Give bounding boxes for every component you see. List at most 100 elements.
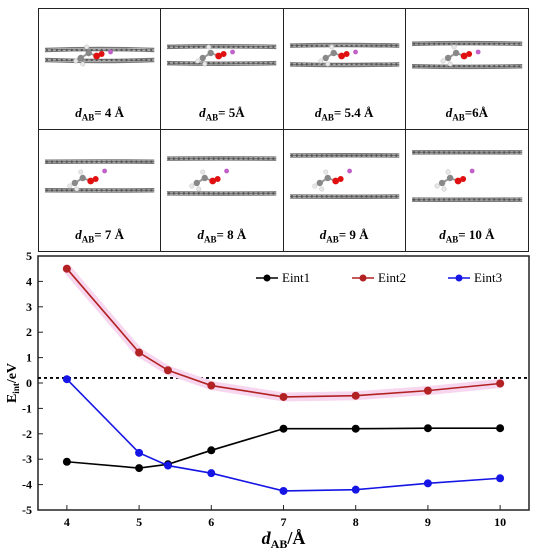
caption-value: = 5Å — [218, 105, 245, 121]
graphene-layer — [289, 42, 399, 48]
graphene-bilayer-sketch — [44, 159, 155, 193]
structure-panel: dAB= 5.4 Å — [283, 9, 406, 130]
data-point — [135, 348, 144, 357]
caption-value: = 7 Å — [94, 227, 125, 243]
structure-panel: dAB= 7 Å — [39, 130, 162, 251]
legend-label: Eint3 — [474, 270, 502, 285]
molecule — [311, 168, 352, 192]
separation-caption: dAB= 5.4 Å — [284, 105, 405, 123]
graphene-bilayer-sketch — [289, 42, 399, 68]
molecule — [434, 168, 475, 192]
y-tick-label: 2 — [26, 325, 32, 339]
y-tick-label: -1 — [22, 401, 32, 415]
caption-value: = 8 Å — [216, 227, 247, 243]
data-point — [163, 366, 172, 375]
graphene-layer — [167, 60, 277, 66]
graphene-layer — [44, 159, 155, 164]
graphene-bilayer-sketch — [167, 156, 277, 196]
caption-subscript: AB — [321, 113, 334, 123]
x-axis-label: dAB/Å — [262, 528, 306, 550]
molecule — [440, 44, 481, 67]
data-point — [496, 424, 505, 433]
caption-variable: d — [199, 105, 206, 121]
graphene-bilayer-sketch — [167, 44, 277, 67]
data-point — [207, 446, 216, 455]
y-tick-label: 5 — [26, 249, 32, 263]
graphene-layer — [167, 156, 277, 161]
structure-panel: dAB= 10 Å — [405, 130, 528, 251]
caption-subscript: AB — [81, 235, 95, 245]
data-point — [207, 381, 216, 390]
data-point — [62, 375, 71, 384]
structure-panel: dAB= 9 Å — [283, 130, 406, 251]
graphene-layer — [44, 46, 155, 53]
molecule — [73, 44, 113, 67]
molecule — [67, 168, 107, 192]
y-tick-label: -2 — [22, 427, 32, 441]
caption-variable: d — [75, 227, 82, 243]
y-tick-label: -5 — [22, 503, 32, 517]
data-point — [351, 485, 360, 494]
data-point — [279, 424, 288, 433]
caption-variable: d — [439, 227, 446, 243]
separation-caption: dAB=6Å — [406, 105, 528, 123]
molecule — [317, 44, 358, 67]
separation-caption: dAB= 9 Å — [284, 227, 405, 245]
graphene-layer — [167, 191, 277, 196]
graphene-layer — [411, 149, 522, 155]
y-axis-label: Eint/eV — [5, 363, 21, 403]
legend-label: Eint2 — [378, 270, 406, 285]
y-tick-label: 0 — [26, 376, 32, 390]
graphene-bilayer-sketch — [289, 153, 399, 199]
data-point — [279, 486, 288, 495]
graphene-bilayer-sketch — [44, 44, 155, 67]
graphene-bilayer-sketch — [411, 40, 523, 70]
x-tick-label: 6 — [208, 515, 214, 529]
structure-panel: dAB=6Å — [405, 9, 528, 130]
y-tick-label: -4 — [22, 478, 32, 492]
series-line — [66, 378, 501, 492]
separation-caption: dAB= 10 Å — [406, 227, 528, 245]
caption-value: = 9 Å — [338, 227, 369, 243]
caption-subscript: AB — [445, 235, 459, 245]
caption-value: = 4 Å — [94, 105, 125, 121]
structure-panel: dAB= 5Å — [161, 9, 284, 130]
data-point — [135, 448, 144, 457]
caption-value: = 5.4 Å — [333, 105, 374, 121]
data-point — [163, 461, 172, 470]
graphene-layer — [411, 40, 523, 47]
structure-panel: dAB= 8 Å — [161, 130, 284, 251]
caption-value: =6Å — [464, 105, 489, 121]
data-point — [496, 379, 505, 388]
graphene-layer — [289, 62, 399, 68]
caption-variable: d — [319, 227, 327, 243]
data-point — [496, 474, 505, 483]
data-point — [423, 386, 432, 395]
series-line — [66, 427, 501, 469]
caption-variable: d — [75, 105, 82, 121]
legend-marker — [359, 274, 367, 282]
caption-subscript: AB — [203, 235, 217, 245]
y-tick-label: 4 — [26, 274, 32, 288]
caption-variable: d — [197, 227, 204, 243]
plot-frame — [37, 255, 530, 511]
graphene-layer — [411, 63, 523, 70]
x-tick-label: 10 — [494, 515, 506, 529]
molecule — [189, 168, 230, 192]
molecule — [195, 44, 236, 67]
data-point — [351, 424, 360, 433]
legend-label: Eint1 — [282, 270, 310, 285]
data-point — [135, 464, 144, 473]
graphene-layer — [289, 153, 399, 158]
graphene-layer — [289, 194, 399, 199]
separation-caption: dAB= 8 Å — [161, 227, 282, 245]
data-point — [207, 469, 216, 478]
caption-variable: d — [445, 105, 453, 121]
x-tick-label: 4 — [64, 515, 70, 529]
data-point — [62, 264, 71, 273]
caption-subscript: AB — [452, 113, 465, 123]
data-point — [423, 479, 432, 488]
caption-value: = 10 Å — [458, 227, 495, 243]
x-tick-label: 7 — [281, 515, 287, 529]
